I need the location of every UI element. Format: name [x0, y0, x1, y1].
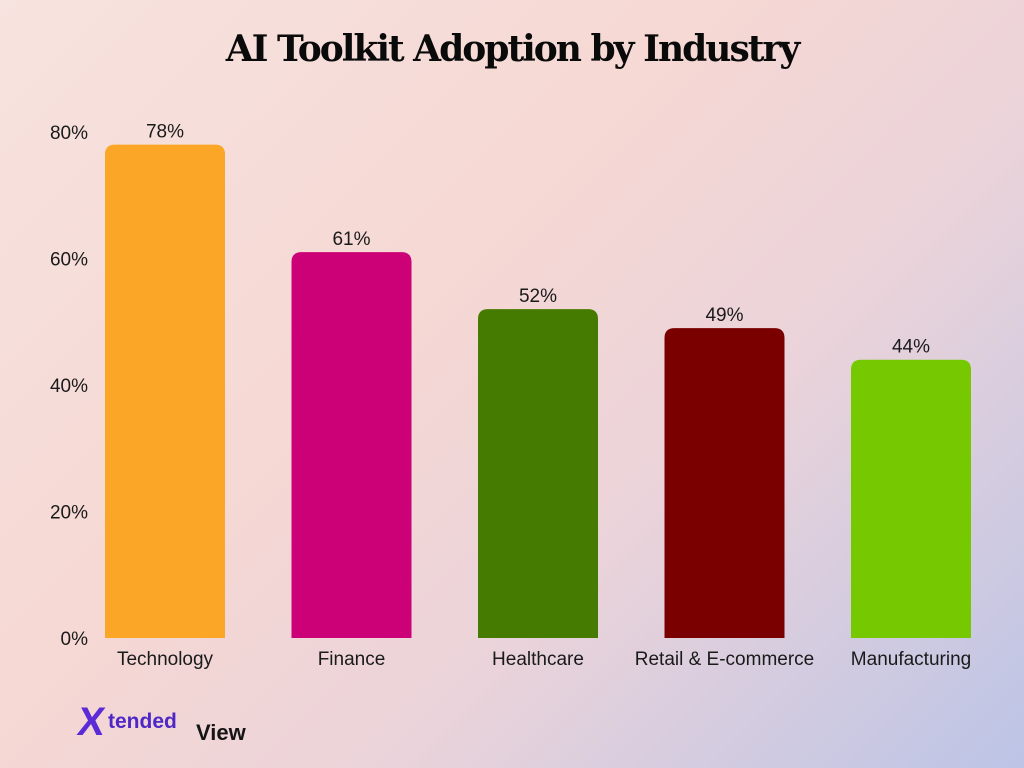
bar-value-label: 61%: [332, 229, 370, 250]
y-tick-label: 80%: [50, 123, 88, 144]
bar-value-label: 52%: [519, 286, 557, 307]
logo-x-mark: X: [74, 700, 108, 744]
bar-value-label: 78%: [146, 122, 184, 143]
x-category-label: Retail & E-commerce: [635, 649, 815, 670]
bar-value-label: 49%: [705, 305, 743, 326]
chart-title: AI Toolkit Adoption by Industry: [225, 28, 801, 70]
x-category-label: Manufacturing: [851, 649, 971, 670]
y-tick-label: 60%: [50, 250, 88, 271]
x-category-label: Technology: [117, 649, 214, 670]
bar-healthcare: [478, 309, 598, 638]
bar-value-label: 44%: [892, 337, 930, 358]
bar-manufacturing: [851, 359, 971, 638]
xtendedview-logo: X tended View: [74, 700, 278, 746]
bar-finance: [291, 252, 412, 639]
x-category-label: Finance: [318, 649, 386, 670]
bar-retail-e-commerce: [664, 328, 785, 638]
logo-tended-text: tended: [108, 710, 177, 733]
y-tick-label: 40%: [50, 376, 88, 397]
bar-technology: [105, 144, 225, 638]
x-category-label: Healthcare: [492, 649, 584, 670]
y-tick-label: 20%: [50, 503, 88, 524]
bar-chart: 0% 20% 40% 60% 80% 78% Technology 61% Finance 52%…: [50, 122, 971, 670]
logo-view-text: View: [196, 720, 246, 745]
y-tick-label: 0%: [61, 629, 89, 650]
